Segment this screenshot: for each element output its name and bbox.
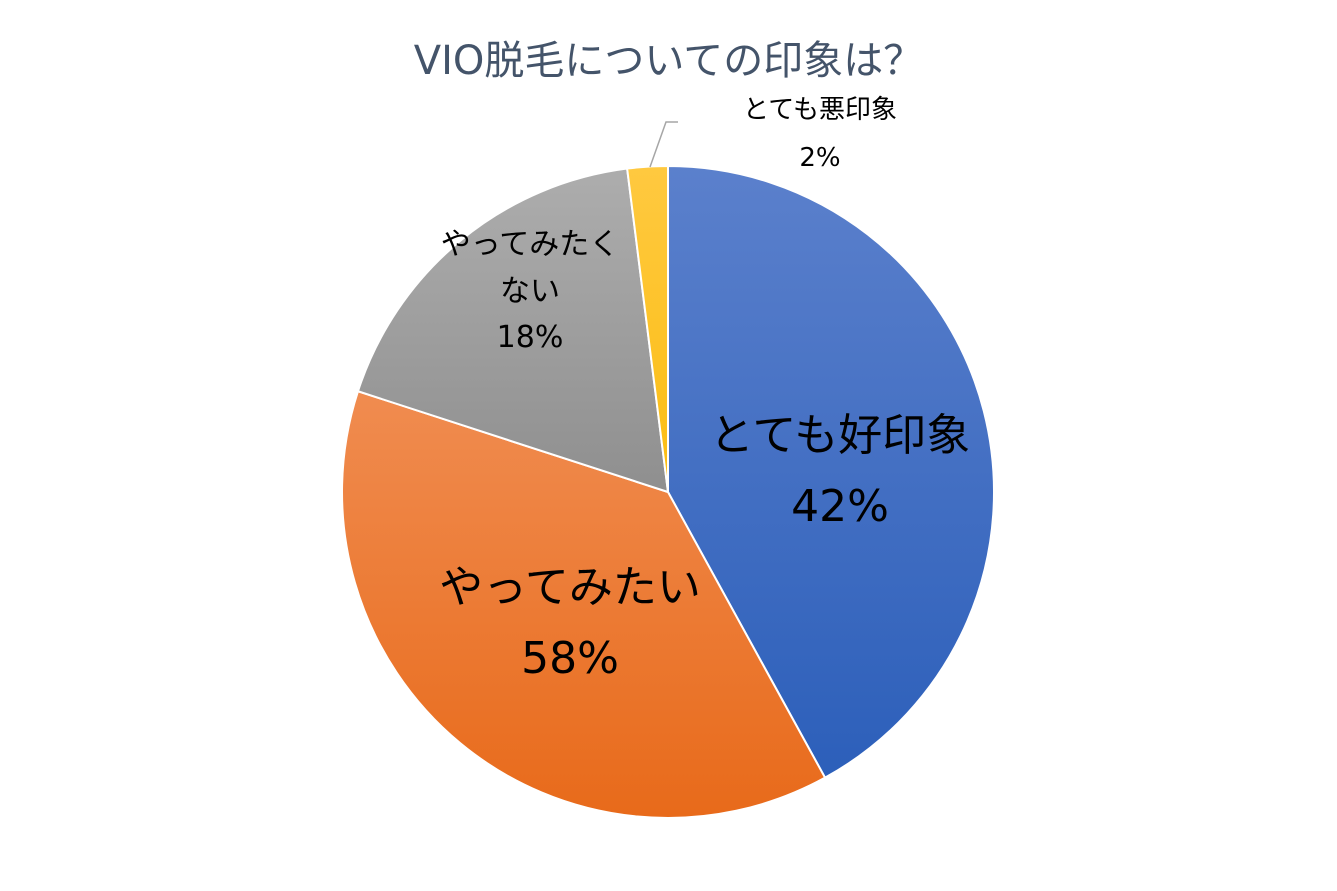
slice-value-dont-want: 18% — [496, 320, 564, 355]
data-label-dont-want: やってみたくない 18% — [410, 222, 650, 362]
slice-very-bad — [626, 164, 669, 493]
data-label-very-bad: とても悪印象 2% — [700, 86, 940, 182]
slice-dont-want — [356, 167, 670, 494]
slice-label-want-to-try: やってみたい — [439, 562, 701, 613]
slice-label-dont-want: やってみたくない — [440, 227, 620, 309]
slice-value-very-bad: 2% — [799, 143, 841, 174]
data-label-very-good: とても好印象 42% — [680, 400, 1000, 543]
slice-value-want-to-try: 58% — [521, 633, 619, 685]
slice-value-very-good: 42% — [791, 481, 889, 533]
slice-want-to-try — [341, 389, 827, 819]
leader-line-bad — [649, 121, 678, 168]
slice-label-very-good: とても好印象 — [709, 410, 971, 461]
chart-title: VIO脱毛についての印象は？ — [413, 38, 924, 84]
slice-very-good — [667, 164, 995, 780]
data-label-want-to-try: やってみたい 58% — [400, 552, 740, 695]
slice-label-very-bad: とても悪印象 — [743, 95, 897, 125]
